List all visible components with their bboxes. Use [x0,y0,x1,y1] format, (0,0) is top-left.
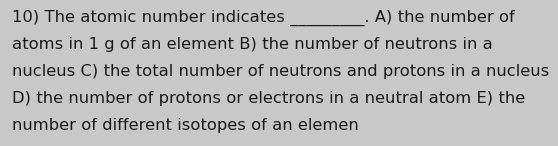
Text: nucleus C) the total number of neutrons and protons in a nucleus: nucleus C) the total number of neutrons … [12,64,550,79]
Text: 10) The atomic number indicates _________. A) the number of: 10) The atomic number indicates ________… [12,10,515,26]
Text: atoms in 1 g of an element B) the number of neutrons in a: atoms in 1 g of an element B) the number… [12,37,493,52]
Text: D) the number of protons or electrons in a neutral atom E) the: D) the number of protons or electrons in… [12,91,526,106]
Text: number of different isotopes of an elemen: number of different isotopes of an eleme… [12,118,359,133]
